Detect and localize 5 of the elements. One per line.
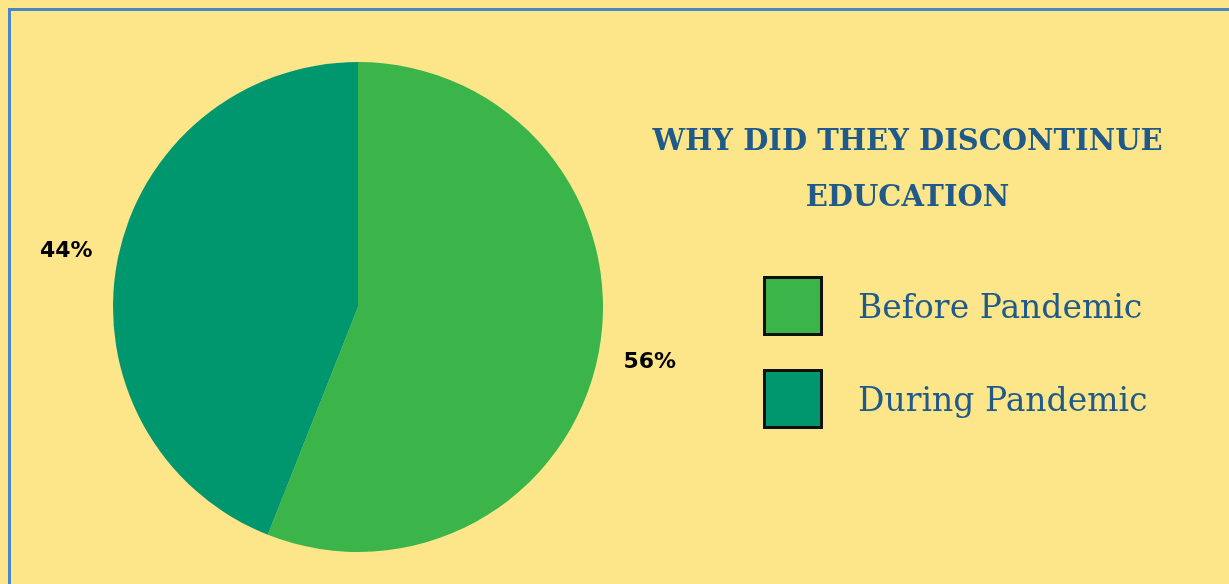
legend-label: Before Pandemic (858, 286, 1143, 326)
data-label: 44% (39, 237, 93, 263)
legend-label: During Pandemic (858, 379, 1148, 419)
data-label: 56% (623, 348, 677, 374)
text: WHY DID THEY DISCONTINUE EDUCATION (651, 122, 1164, 215)
